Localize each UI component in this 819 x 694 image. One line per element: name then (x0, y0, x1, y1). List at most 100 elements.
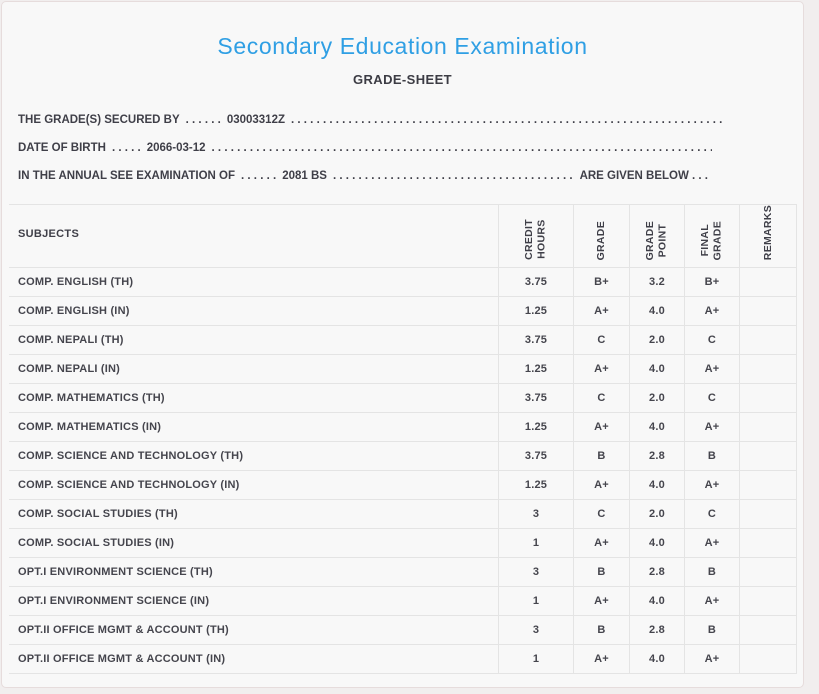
grade-point-cell: 2.0 (629, 325, 685, 356)
table-row: COMP. SCIENCE AND TECHNOLOGY (IN) 1.25 A+ 4… (9, 470, 797, 501)
subject-cell: COMP. NEPALI (TH) (9, 325, 499, 356)
credit-hours-cell: 1 (498, 644, 574, 675)
credit-hours-cell: 1 (498, 586, 574, 617)
table-row: COMP. MATHEMATICS (TH) 3.75 C 2.0 C (9, 383, 797, 414)
remarks-cell (739, 528, 797, 559)
credit-hours-cell: 1.25 (498, 412, 574, 443)
col-header-final-grade: FINAL GRADE (684, 203, 740, 269)
subject-cell: OPT.I ENVIRONMENT SCIENCE (TH) (9, 557, 499, 588)
subject-cell: COMP. SOCIAL STUDIES (IN) (9, 528, 499, 559)
final-grade-cell: B+ (684, 267, 740, 298)
subject-cell: COMP. MATHEMATICS (IN) (9, 412, 499, 443)
are-given-below-text: ARE GIVEN BELOW . . . (579, 170, 708, 182)
grade-cell: A+ (573, 644, 630, 675)
grade-cell: A+ (573, 586, 630, 617)
final-grade-cell: B (684, 615, 740, 646)
remarks-cell (739, 325, 797, 356)
credit-hours-cell: 1.25 (498, 354, 574, 385)
final-grade-cell: A+ (684, 470, 740, 501)
dots-filler: . . . . . . . . . . . . . . . . . . . . … (291, 114, 726, 126)
dob-label: DATE OF BIRTH (18, 142, 106, 154)
credit-hours-cell: 3.75 (498, 267, 574, 298)
grade-cell: C (573, 383, 630, 414)
student-info-line-secured-by: THE GRADE(S) SECURED BY . . . . . . 0300… (18, 106, 732, 134)
grade-cell: B+ (573, 267, 630, 298)
subject-cell: COMP. SCIENCE AND TECHNOLOGY (TH) (9, 441, 499, 472)
subject-cell: OPT.II OFFICE MGMT & ACCOUNT (TH) (9, 615, 499, 646)
grade-table-body: COMP. ENGLISH (TH) 3.75 B+ 3.2 B+ COMP. ENGLI… (9, 267, 797, 675)
grade-point-rotated-label: GRADE POINT (644, 220, 669, 261)
final-grade-cell: C (684, 499, 740, 530)
credit-hours-cell: 1 (498, 528, 574, 559)
table-row: OPT.II OFFICE MGMT & ACCOUNT (TH) 3 B 2.8 B (9, 615, 797, 646)
grade-cell: A+ (573, 354, 630, 385)
col-header-credit-hours: CREDIT HOURS (498, 203, 574, 269)
credit-hours-cell: 3 (498, 615, 574, 646)
grade-cell: A+ (573, 528, 630, 559)
grade-point-cell: 4.0 (629, 296, 685, 327)
symbol-number-value: 03003312Z (226, 114, 286, 126)
col-header-grade: GRADE (573, 203, 630, 269)
grade-cell: A+ (573, 296, 630, 327)
table-row: COMP. SOCIAL STUDIES (TH) 3 C 2.0 C (9, 499, 797, 530)
grade-sheet-card: Secondary Education Examination GRADE-SH… (1, 1, 804, 688)
subject-cell: OPT.II OFFICE MGMT & ACCOUNT (IN) (9, 644, 499, 675)
grade-sheet-heading: GRADE-SHEET (352, 72, 453, 87)
student-info: THE GRADE(S) SECURED BY . . . . . . 0300… (18, 106, 803, 190)
grade-cell: B (573, 557, 630, 588)
final-grade-cell: A+ (684, 296, 740, 327)
grade-cell: A+ (573, 470, 630, 501)
subject-cell: OPT.I ENVIRONMENT SCIENCE (IN) (9, 586, 499, 617)
remarks-cell (739, 557, 797, 588)
col-header-grade-point: GRADE POINT (629, 203, 685, 269)
table-row: COMP. NEPALI (TH) 3.75 C 2.0 C (9, 325, 797, 356)
remarks-cell (739, 499, 797, 530)
grade-point-cell: 2.8 (629, 615, 685, 646)
grade-point-cell: 2.8 (629, 441, 685, 472)
grade-cell: C (573, 499, 630, 530)
credit-hours-cell: 3 (498, 557, 574, 588)
credit-hours-cell: 3 (498, 499, 574, 530)
grade-point-cell: 4.0 (629, 470, 685, 501)
remarks-cell (739, 470, 797, 501)
secured-by-label: THE GRADE(S) SECURED BY (18, 114, 180, 126)
credit-hours-cell: 1.25 (498, 470, 574, 501)
remarks-cell (739, 615, 797, 646)
table-row: COMP. ENGLISH (IN) 1.25 A+ 4.0 A+ (9, 296, 797, 327)
remarks-cell (739, 412, 797, 443)
final-grade-cell: C (684, 325, 740, 356)
grade-point-cell: 2.0 (629, 383, 685, 414)
grade-table: SUBJECTS CREDIT HOURS GRADE GRADE POINT … (9, 203, 797, 675)
credit-hours-cell: 1.25 (498, 296, 574, 327)
final-grade-rotated-label: FINAL GRADE (699, 220, 724, 261)
dots-separator: . . . . . (111, 142, 141, 154)
grade-point-cell: 4.0 (629, 354, 685, 385)
table-row: COMP. ENGLISH (TH) 3.75 B+ 3.2 B+ (9, 267, 797, 298)
remarks-cell (739, 644, 797, 675)
final-grade-cell: A+ (684, 412, 740, 443)
dots-filler: . . . . . . . . . . . . . . . . . . . . … (332, 170, 574, 182)
table-row: COMP. MATHEMATICS (IN) 1.25 A+ 4.0 A+ (9, 412, 797, 443)
remarks-cell (739, 296, 797, 327)
grade-point-cell: 4.0 (629, 644, 685, 675)
col-header-subjects: SUBJECTS (9, 203, 499, 269)
grade-rotated-label: GRADE (595, 220, 608, 261)
dots-filler: . . . . . . . . . . . . . . . . . . . . … (211, 142, 712, 154)
subject-cell: COMP. NEPALI (IN) (9, 354, 499, 385)
exam-year-value: 2081 BS (282, 170, 327, 182)
credit-hours-cell: 3.75 (498, 383, 574, 414)
grade-cell: A+ (573, 412, 630, 443)
grade-cell: B (573, 615, 630, 646)
remarks-cell (739, 441, 797, 472)
remarks-cell (739, 267, 797, 298)
student-info-line-exam-year: IN THE ANNUAL SEE EXAMINATION OF . . . .… (18, 162, 714, 190)
dots-separator: . . . . . . (185, 114, 221, 126)
grade-cell: C (573, 325, 630, 356)
page-title: Secondary Education Examination (217, 33, 588, 59)
subject-cell: COMP. SCIENCE AND TECHNOLOGY (IN) (9, 470, 499, 501)
table-row: OPT.I ENVIRONMENT SCIENCE (TH) 3 B 2.8 B (9, 557, 797, 588)
table-row: COMP. SCIENCE AND TECHNOLOGY (TH) 3.75 B 2.… (9, 441, 797, 472)
table-row: COMP. NEPALI (IN) 1.25 A+ 4.0 A+ (9, 354, 797, 385)
remarks-cell (739, 354, 797, 385)
grade-point-cell: 3.2 (629, 267, 685, 298)
